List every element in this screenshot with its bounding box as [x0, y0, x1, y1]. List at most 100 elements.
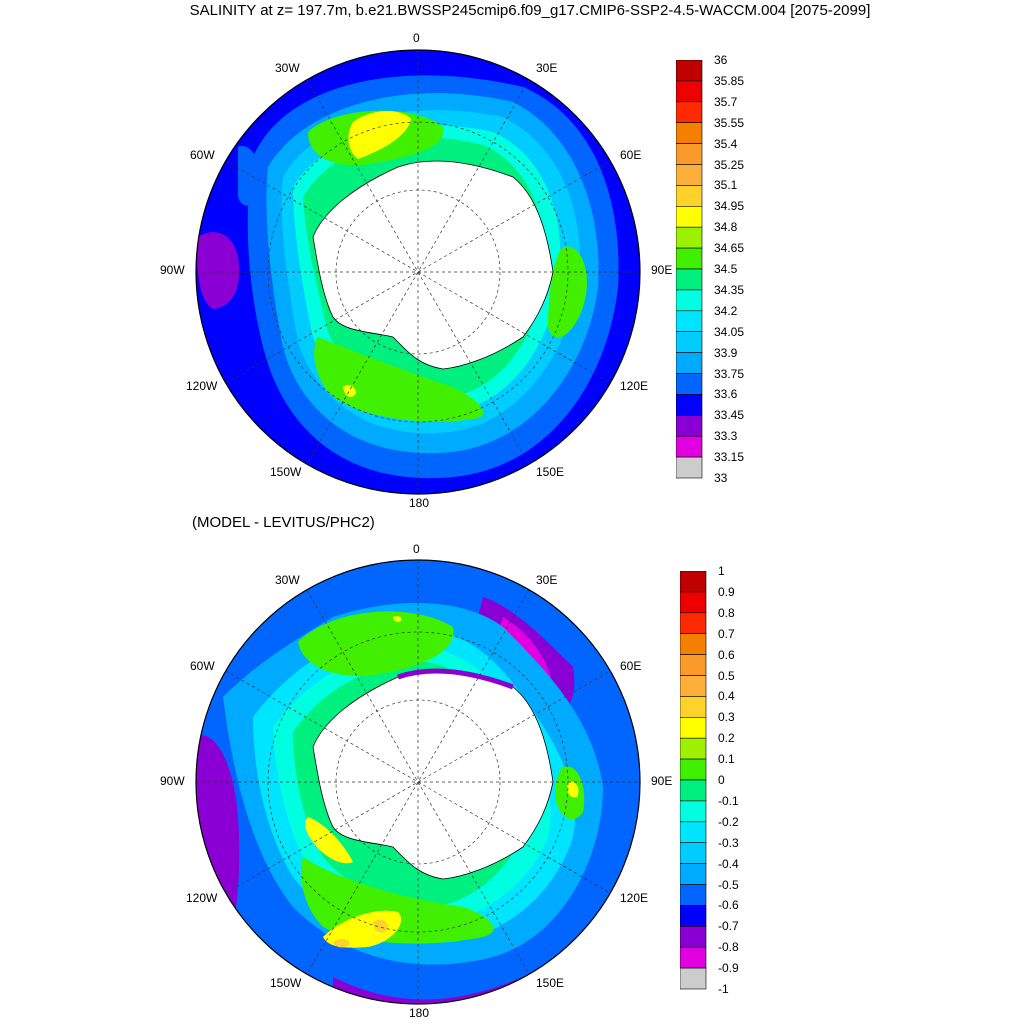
antarctica-landmass: [312, 670, 554, 880]
salinity-colorbar-swatch: [676, 122, 703, 144]
salinity-colorbar-swatch: [676, 164, 703, 186]
salinity-colorbar-tick-label: 36: [714, 53, 728, 67]
lon-label-150e: 150E: [536, 976, 565, 990]
salinity-colorbar-swatch: [676, 456, 703, 479]
lon-label-60e: 60E: [620, 659, 642, 673]
difference-colorbar-tick-label: 1: [718, 564, 725, 578]
difference-colorbar-swatch: [680, 591, 707, 614]
antarctica-landmass: [312, 160, 554, 370]
salinity-colorbar-tick-label: 33.9: [714, 345, 738, 360]
salinity-colorbar-tick-label: 33.3: [714, 429, 738, 444]
salinity-colorbar-tick-label: 33: [714, 471, 728, 485]
difference-colorbar-tick-label: -0.3: [718, 835, 739, 850]
lon-label-120e: 120E: [620, 379, 649, 393]
difference-colorbar-tick-label: 0.2: [718, 731, 735, 746]
difference-colorbar-tick-label: -0.8: [718, 940, 739, 955]
lon-label-150w: 150W: [270, 465, 302, 479]
salinity-difference-polar-map: [195, 559, 641, 1005]
difference-colorbar-tick-label: 0.7: [718, 626, 735, 641]
salinity-colorbar-swatch: [676, 310, 703, 333]
difference-colorbar-swatch: [680, 800, 707, 823]
salinity-colorbar-tick-label: 33.6: [714, 387, 738, 402]
salinity-colorbar: [676, 60, 703, 479]
map-border: [195, 49, 641, 495]
lon-label-30e: 30E: [536, 61, 558, 75]
salinity-colorbar-tick-label: 33.75: [714, 366, 745, 381]
difference-colorbar-tick-label: -0.4: [718, 856, 739, 871]
salinity-colorbar-swatch: [676, 101, 703, 123]
difference-colorbar-tick-label: -0.2: [718, 814, 739, 829]
graticule: [196, 560, 640, 1004]
salinity-colorbar-swatch: [676, 60, 703, 82]
difference-colorbar-tick-label: -0.1: [718, 793, 739, 808]
difference-colorbar-swatch: [680, 967, 707, 990]
lon-label-60w: 60W: [190, 148, 215, 162]
difference-colorbar-swatch: [680, 758, 707, 781]
salinity-colorbar-swatch: [676, 435, 703, 458]
difference-colorbar-tick-label: -0.6: [718, 898, 739, 913]
salinity-colorbar-swatch: [676, 143, 703, 165]
difference-colorbar-swatch: [680, 571, 707, 593]
difference-colorbar-swatch: [680, 821, 707, 844]
lon-label-120e: 120E: [620, 891, 649, 905]
difference-colorbar-swatch: [680, 654, 707, 676]
lon-label-60w: 60W: [190, 659, 215, 673]
difference-colorbar-swatch: [680, 737, 707, 760]
difference-subtitle: (MODEL - LEVITUS/PHC2): [192, 514, 375, 531]
difference-colorbar-swatch: [680, 884, 707, 906]
salinity-colorbar-swatch: [676, 394, 703, 416]
lon-label-90w: 90W: [160, 774, 185, 788]
salinity-colorbar-tick-label: 35.55: [714, 115, 745, 130]
lon-label-60e: 60E: [620, 148, 642, 162]
graticule: [196, 50, 640, 494]
difference-colorbar-swatch: [680, 779, 707, 802]
lon-label-90e: 90E: [651, 263, 673, 277]
salinity-colorbar-tick-label: 35.85: [714, 73, 745, 88]
salinity-colorbar-tick-label: 34.8: [714, 220, 738, 235]
salinity-colorbar-swatch: [676, 226, 703, 249]
salinity-colorbar-swatch: [676, 206, 703, 228]
salinity-colorbar-swatch: [676, 80, 703, 103]
lon-label-150w: 150W: [270, 976, 302, 990]
difference-colorbar-tick-label: -0.7: [718, 919, 739, 934]
salinity-colorbar-tick-label: 34.65: [714, 241, 745, 256]
difference-colorbar-tick-label: -0.5: [718, 877, 739, 892]
difference-colorbar: [680, 571, 707, 990]
salinity-colorbar-tick-label: 34.35: [714, 282, 745, 297]
difference-colorbar-tick-label: 0.8: [718, 605, 735, 620]
difference-colorbar-swatch: [680, 696, 707, 718]
salinity-colorbar-swatch: [676, 185, 703, 207]
difference-colorbar-tick-label: 0.1: [718, 752, 735, 767]
difference-colorbar-swatch: [680, 946, 707, 969]
salinity-colorbar-tick-label: 35.4: [714, 136, 738, 151]
lon-label-30e: 30E: [536, 573, 558, 587]
lon-label-180: 180: [409, 1006, 430, 1020]
map-border: [195, 559, 641, 1005]
salinity-colorbar-swatch: [676, 247, 703, 270]
salinity-colorbar-tick-label: 34.5: [714, 262, 738, 276]
salinity-colorbar-tick-label: 35.1: [714, 178, 738, 193]
lon-label-120w: 120W: [186, 379, 218, 393]
lon-label-90e: 90E: [651, 774, 673, 788]
difference-colorbar-swatch: [680, 905, 707, 927]
salinity-colorbar-tick-label: 33.45: [714, 408, 745, 423]
salinity-colorbar-tick-label: 33.15: [714, 450, 745, 465]
figure-title: SALINITY at z= 197.7m, b.e21.BWSSP245cmi…: [189, 2, 871, 19]
lon-label-150e: 150E: [536, 465, 565, 479]
lon-label-0: 0: [413, 542, 420, 556]
difference-colorbar-tick-label: 0.4: [718, 689, 735, 704]
salinity-colorbar-swatch: [676, 331, 703, 353]
difference-colorbar-tick-label: 0: [718, 773, 725, 787]
lon-label-120w: 120W: [186, 891, 218, 905]
salinity-colorbar-swatch: [676, 268, 703, 291]
salinity-colorbar-tick-label: 35.25: [714, 157, 745, 172]
salinity-colorbar-tick-label: 34.2: [714, 303, 738, 318]
lon-label-180: 180: [409, 496, 430, 510]
difference-colorbar-swatch: [680, 842, 707, 864]
salinity-colorbar-swatch: [676, 373, 703, 395]
difference-colorbar-swatch: [680, 717, 707, 739]
difference-colorbar-tick-label: -0.9: [718, 961, 739, 976]
salinity-polar-map: [195, 49, 641, 495]
difference-colorbar-tick-label: -1: [718, 982, 729, 996]
salinity-colorbar-swatch: [676, 352, 703, 374]
